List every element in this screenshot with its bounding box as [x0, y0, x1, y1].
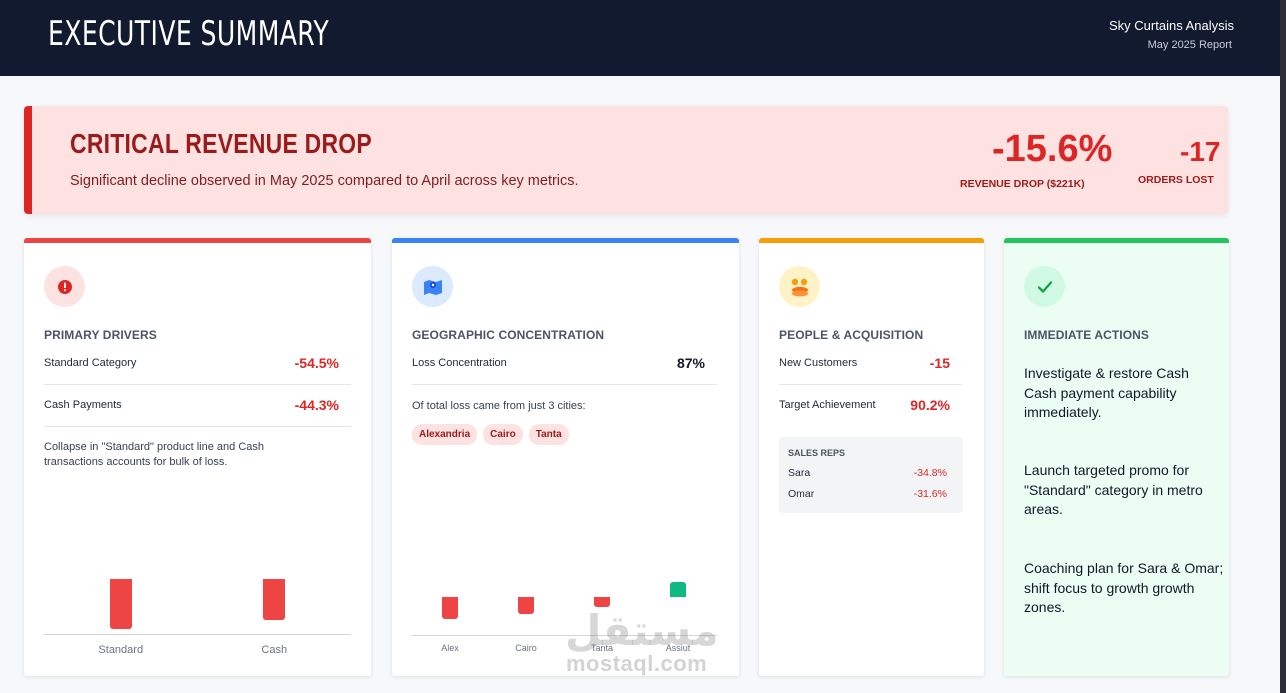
header-bar: EXECUTIVE SUMMARY Sky Curtains Analysis … — [0, 0, 1280, 76]
rep-value: -31.6% — [913, 488, 947, 500]
loss-concentration-row: Loss Concentration 87% — [412, 345, 717, 385]
loss-concentration-value: 87% — [676, 355, 705, 371]
page-title: EXECUTIVE SUMMARY — [48, 14, 330, 54]
city-axis-label: Tanta — [590, 643, 614, 653]
people-title: PEOPLE & ACQUISITION — [779, 328, 924, 342]
people-value: 90.2% — [910, 397, 950, 413]
city-axis-line — [412, 635, 717, 636]
rep-name: Sara — [788, 467, 811, 479]
revenue-drop-label: REVENUE DROP ($221K) — [960, 178, 1085, 190]
loss-concentration-label: Loss Concentration — [412, 357, 507, 369]
orders-lost-label: ORDERS LOST — [1138, 174, 1214, 186]
people-coins-icon — [779, 266, 820, 307]
critical-alert-banner: CRITICAL REVENUE DROP Significant declin… — [24, 106, 1228, 214]
drivers-note: Collapse in "Standard" product line and … — [44, 441, 264, 468]
driver-label: Standard Category — [44, 357, 137, 369]
people-value: -15 — [929, 355, 950, 371]
city-bar — [518, 597, 534, 614]
driver-row: Cash Payments -44.3% — [44, 387, 351, 427]
sales-reps-box: SALES REPS Sara -34.8% Omar -31.6% — [779, 437, 963, 513]
driver-axis-line — [44, 634, 351, 635]
alert-subtitle: Significant decline observed in May 2025… — [70, 173, 579, 189]
city-chip: Cairo — [483, 424, 523, 445]
actions-card: IMMEDIATE ACTIONS Investigate & restore … — [1004, 238, 1229, 676]
city-axis-label: Cairo — [515, 643, 537, 653]
people-card: PEOPLE & ACQUISITION New Customers -15 T… — [759, 238, 984, 676]
driver-bar — [109, 579, 132, 629]
geo-note: Of total loss came from just 3 cities: — [412, 400, 586, 412]
actions-title: IMMEDIATE ACTIONS — [1024, 328, 1150, 342]
watermark-arabic: مستقل — [565, 607, 719, 654]
city-chip: Tanta — [528, 424, 569, 445]
driver-value: -54.5% — [294, 355, 339, 371]
driver-label: Cash Payments — [44, 399, 122, 411]
city-axis-label: Alex — [441, 643, 459, 653]
driver-bar — [263, 579, 286, 620]
company-name: Sky Curtains Analysis — [1109, 18, 1234, 33]
action-item: Launch targeted promo for "Standard" cat… — [1024, 462, 1203, 517]
city-chips: Alexandria Cairo Tanta — [412, 424, 575, 445]
primary-drivers-card: PRIMARY DRIVERS Standard Category -54.5%… — [24, 238, 371, 676]
check-icon — [1024, 266, 1065, 307]
city-bar — [670, 582, 686, 597]
watermark-latin: mostaql.com — [566, 651, 708, 676]
people-label: New Customers — [779, 357, 858, 369]
revenue-drop-value: -15.6% — [992, 128, 1113, 170]
driver-axis-label: Standard — [98, 644, 144, 656]
people-row: New Customers -15 — [779, 345, 962, 385]
city-chip: Alexandria — [412, 424, 478, 445]
primary-drivers-title: PRIMARY DRIVERS — [44, 328, 157, 342]
driver-axis-label: Cash — [261, 644, 288, 656]
geographic-card: GEOGRAPHIC CONCENTRATION Loss Concentrat… — [392, 238, 739, 676]
rep-value: -34.8% — [913, 467, 947, 479]
action-item: Investigate & restore Cash Cash payment … — [1024, 365, 1189, 420]
people-label: Target Achievement — [779, 399, 876, 411]
driver-row: Standard Category -54.5% — [44, 345, 351, 385]
city-bar — [594, 597, 610, 607]
map-icon — [412, 266, 453, 307]
rep-name: Omar — [788, 488, 815, 500]
alert-circle-icon — [44, 266, 85, 307]
sales-reps-title: SALES REPS — [788, 448, 846, 458]
city-bar-chart: Alex Cairo Tanta Assiut — [412, 573, 717, 665]
report-period: May 2025 Report — [1147, 39, 1232, 51]
drivers-bar-chart: Standard Cash — [44, 563, 351, 663]
window-edge — [1280, 0, 1286, 693]
people-row: Target Achievement 90.2% — [779, 387, 962, 427]
orders-lost-value: -17 — [1180, 136, 1221, 167]
action-item: Coaching plan for Sara & Omar; shift foc… — [1024, 560, 1224, 615]
driver-value: -44.3% — [294, 397, 339, 413]
city-axis-label: Assiut — [665, 643, 691, 653]
geographic-title: GEOGRAPHIC CONCENTRATION — [412, 328, 605, 342]
alert-title: CRITICAL REVENUE DROP — [70, 128, 372, 159]
city-bar — [442, 597, 458, 619]
